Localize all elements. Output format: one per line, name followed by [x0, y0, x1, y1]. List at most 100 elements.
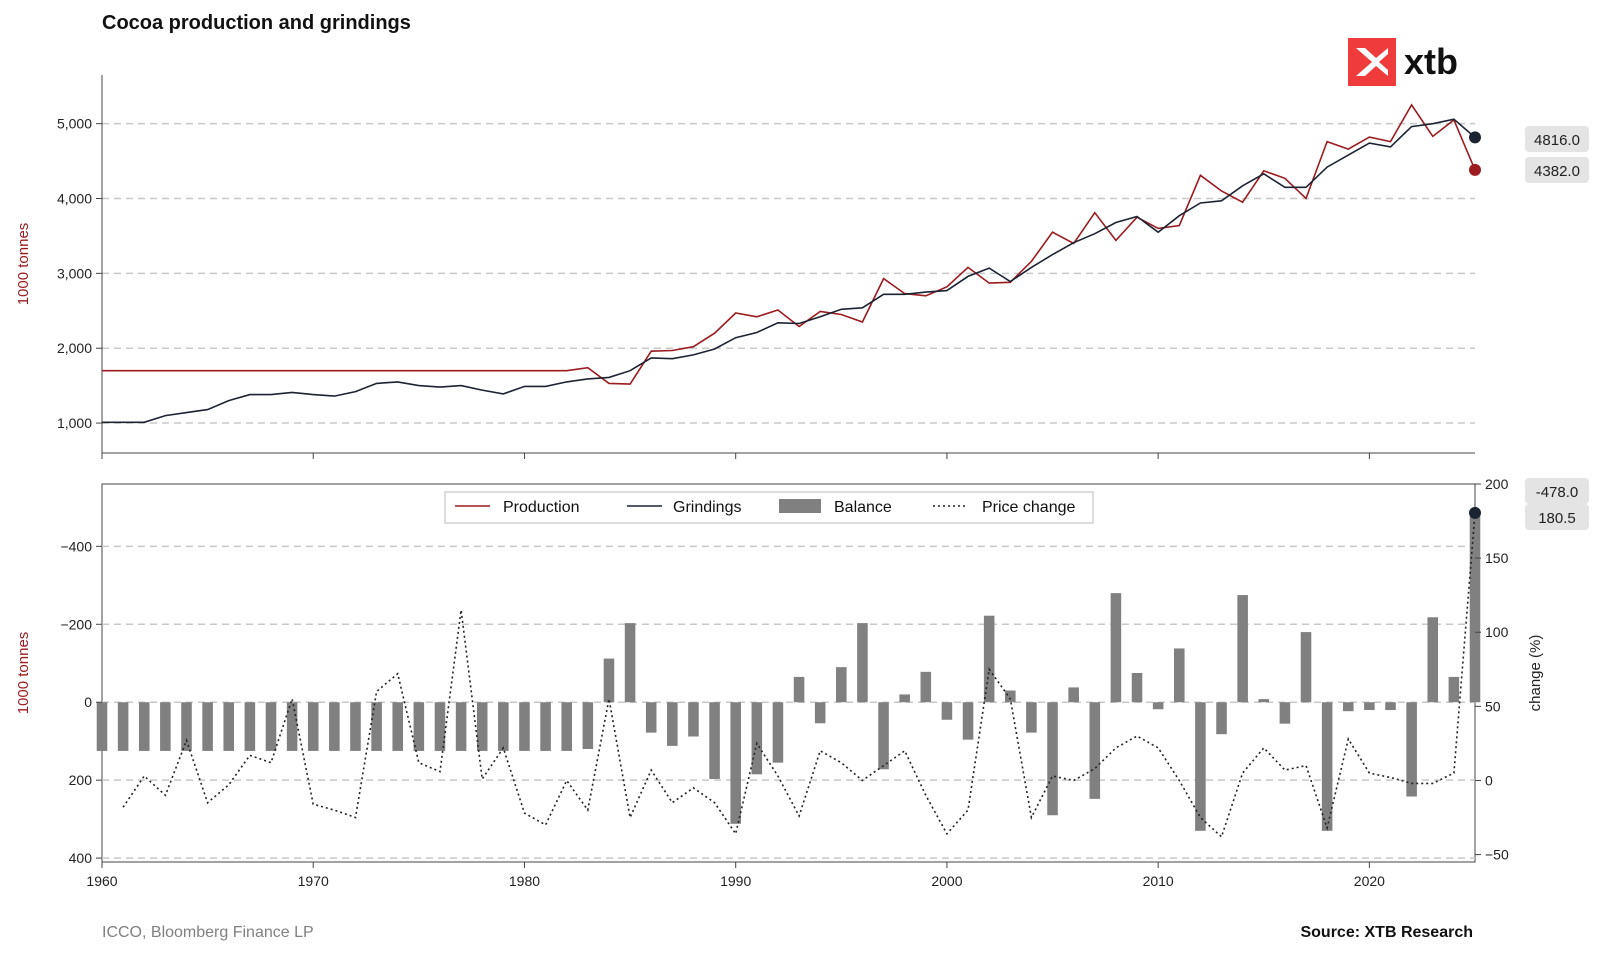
- balance-bar: [498, 702, 509, 751]
- balance-bar: [1005, 690, 1016, 703]
- balance-bar: [899, 694, 910, 703]
- top-y-tick-label: 4,000: [57, 191, 92, 207]
- bottom-y2-tick-label: 150: [1485, 550, 1509, 566]
- price-change-end-label: 180.5: [1525, 504, 1589, 530]
- balance-bar: [1427, 617, 1439, 703]
- bottom-x-tick-label: 2010: [1143, 873, 1174, 889]
- source-note: ICCO, Bloomberg Finance LP: [102, 924, 314, 941]
- balance-bar: [1469, 515, 1481, 703]
- balance-bar: [371, 702, 382, 751]
- balance-bar: [519, 702, 530, 751]
- legend-grindings-label: Grindings: [673, 499, 741, 516]
- production-end-value: 4382.0: [1534, 163, 1580, 180]
- bottom-y-tick-label: 200: [69, 772, 93, 788]
- balance-bar: [730, 702, 741, 824]
- balance-end-label: -478.0: [1525, 478, 1589, 504]
- balance-bar: [878, 702, 889, 770]
- balance-bar: [1279, 702, 1291, 724]
- production-end-marker: [1469, 163, 1481, 176]
- bottom-x-tick-label: 1970: [298, 873, 329, 889]
- balance-bar: [793, 676, 805, 703]
- balance-bar: [1364, 702, 1375, 711]
- grindings-end-marker: [1469, 131, 1481, 144]
- xtb-logo: xtb: [1348, 38, 1478, 88]
- balance-bar: [96, 702, 108, 751]
- price-change-end-marker: [1469, 506, 1481, 519]
- balance-bar: [392, 702, 404, 751]
- balance-bar: [1385, 702, 1396, 711]
- balance-bar: [286, 702, 298, 751]
- bottom-y2-ticks: −50 0 50 100 150 200: [1475, 476, 1509, 863]
- balance-bar: [603, 658, 615, 703]
- top-y-tick-label: 3,000: [57, 265, 92, 281]
- production-line: [102, 103, 1476, 385]
- balance-bar: [751, 702, 763, 775]
- legend-price-change-label: Price change: [982, 499, 1075, 516]
- balance-bar: [223, 702, 235, 751]
- top-panel: 1,000 2,000 3,000 4,000 5,000 1000 tonnes 48…: [15, 75, 1589, 459]
- top-y-ticks: 1,000 2,000 3,000 4,000 5,000: [57, 116, 102, 431]
- balance-bar: [1089, 702, 1101, 799]
- balance-bar: [1131, 673, 1143, 703]
- balance-bar: [434, 702, 446, 751]
- price-change-end-value: 180.5: [1538, 510, 1576, 527]
- grindings-end-value: 4816.0: [1534, 132, 1580, 149]
- balance-bar: [836, 667, 847, 703]
- bottom-y-tick-label: −200: [60, 616, 92, 632]
- bottom-y-ticks: 400 200 0 −200 −400: [60, 538, 102, 866]
- balance-bar: [202, 702, 213, 751]
- balance-bar: [1195, 702, 1206, 831]
- balance-bar: [265, 702, 277, 751]
- balance-bar: [1406, 702, 1417, 797]
- balance-bar: [709, 702, 720, 779]
- balance-bar: [1237, 595, 1248, 703]
- legend-balance-swatch: [779, 499, 821, 513]
- balance-bar: [561, 702, 572, 751]
- balance-bar: [117, 702, 129, 751]
- page-title: Cocoa production and grindings: [102, 12, 411, 34]
- balance-bar: [582, 702, 594, 749]
- logo-x-icon: [1356, 48, 1388, 76]
- balance-bar: [1068, 687, 1079, 703]
- source-credit: Source: XTB Research: [1300, 924, 1473, 941]
- balance-bar: [540, 702, 551, 751]
- balance-bar: [1448, 676, 1460, 703]
- bottom-y-tick-label: 400: [69, 850, 93, 866]
- balance-bar: [1342, 702, 1354, 712]
- chart-svg: 1,000 2,000 3,000 4,000 5,000 1000 tonnes 48…: [15, 75, 1589, 889]
- balance-bar: [941, 702, 953, 720]
- balance-bar: [350, 702, 361, 751]
- balance-bar: [962, 702, 974, 740]
- bottom-x-tick-label: 2020: [1354, 873, 1385, 889]
- top-y-tick-label: 5,000: [57, 116, 92, 132]
- bottom-y2-tick-label: 50: [1485, 698, 1501, 714]
- bottom-x-tick-label: 1990: [720, 873, 751, 889]
- balance-end-value: -478.0: [1536, 484, 1579, 501]
- balance-bar: [814, 702, 826, 724]
- production-end-label: 4382.0: [1525, 157, 1589, 183]
- balance-bar: [624, 623, 636, 703]
- top-y-tick-label: 2,000: [57, 340, 92, 356]
- balance-bar: [667, 702, 678, 746]
- balance-bar: [772, 702, 784, 763]
- balance-bar: [413, 702, 425, 751]
- top-grid: [102, 122, 1475, 424]
- balance-bar: [1258, 699, 1270, 703]
- bottom-frame: [101, 483, 1476, 863]
- grindings-end-label: 4816.0: [1525, 126, 1589, 152]
- balance-bar: [181, 702, 192, 751]
- balance-bar: [244, 702, 256, 751]
- balance-bars: [96, 515, 1481, 831]
- legend-balance-label: Balance: [834, 499, 892, 516]
- balance-bar: [1300, 632, 1312, 703]
- balance-bar: [1216, 702, 1227, 735]
- balance-bar: [1047, 702, 1058, 816]
- bottom-x-ticks: 1960 1970 1980 1990 2000 2010 2020: [86, 862, 1385, 889]
- balance-bar: [983, 615, 995, 703]
- bottom-x-tick-label: 1980: [509, 873, 540, 889]
- balance-bar: [688, 702, 699, 737]
- bottom-x-tick-label: 1960: [86, 873, 117, 889]
- balance-bar: [476, 702, 488, 751]
- price-change-line: [122, 512, 1476, 839]
- balance-bar: [1173, 648, 1185, 703]
